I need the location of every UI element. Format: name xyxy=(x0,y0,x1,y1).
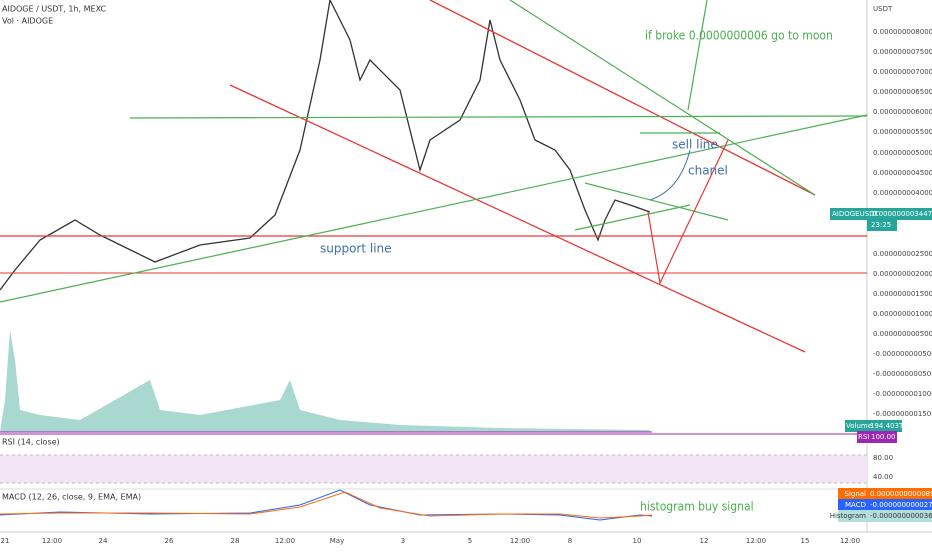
tag-bg xyxy=(838,510,867,522)
price-label: 0.0000000005000 xyxy=(873,330,932,338)
price-tag: 0.0000000034470 xyxy=(872,210,932,218)
arrow-line xyxy=(687,0,708,111)
price-label: -0.0000000005000 xyxy=(873,350,932,358)
price-label: 0.0000000065000 xyxy=(873,88,932,96)
horizontal-line xyxy=(129,115,868,119)
macd-line xyxy=(0,489,653,521)
volume-tag-name: Volume xyxy=(846,422,872,430)
price-label: -0.0000000010000 xyxy=(873,390,932,398)
projection-arrow xyxy=(647,139,729,285)
symbol-tag: AIDOGEUSDT xyxy=(832,210,880,218)
price-label: 0.0000000025000 xyxy=(873,250,932,258)
signal-line xyxy=(0,491,653,519)
time-label: 12:00 xyxy=(840,537,860,545)
annotation: if broke 0.0000000006 go to moon xyxy=(645,29,833,43)
tag-bg xyxy=(830,208,932,220)
price-label: 0.0000000080000 xyxy=(873,28,932,36)
time-label: 24 xyxy=(99,537,108,545)
time-label: 12:00 xyxy=(42,537,62,545)
time-label: 28 xyxy=(231,537,240,545)
macd-title: MACD (12, 26, close, 9, EMA, EMA) xyxy=(2,493,141,502)
time-label: 15 xyxy=(801,537,810,545)
price-label: 0.0000000060000 xyxy=(873,108,932,116)
tag-bg xyxy=(838,499,867,511)
price-label: 0.0000000015000 xyxy=(873,290,932,298)
volume-area xyxy=(0,330,650,432)
curve xyxy=(649,149,691,201)
time-label: 12:00 xyxy=(275,537,295,545)
time-label: 12:00 xyxy=(746,537,766,545)
tag-bg xyxy=(867,499,932,511)
price-label: -0.0000000015000 xyxy=(873,410,932,418)
price-label: 0.0000000020000 xyxy=(873,270,932,278)
tag-bg xyxy=(867,219,897,231)
time-label: 21 xyxy=(1,537,10,545)
tag-bg xyxy=(857,431,867,443)
price-unit: USDT xyxy=(873,5,893,13)
channel-line xyxy=(574,204,691,231)
time-label: 8 xyxy=(568,537,572,545)
trend-line xyxy=(509,0,816,196)
price-label: 0.0000000045000 xyxy=(873,169,932,177)
tag-bg xyxy=(867,510,932,522)
trend-line xyxy=(429,0,816,196)
rsi-level-label: 80.00 xyxy=(873,454,893,462)
price-label: 0.0000000070000 xyxy=(873,68,932,76)
tag-bg xyxy=(838,488,867,500)
time-label: 10 xyxy=(633,537,642,545)
macd-tag-value: -0.0000000000274 xyxy=(870,501,932,509)
price-label: 0.0000000055000 xyxy=(873,128,932,136)
macd-tag-value: 0.0000000000089 xyxy=(870,490,932,498)
rsi-band xyxy=(0,455,867,483)
time-label: 12 xyxy=(700,537,709,545)
rsi-value: 100.00 xyxy=(871,433,896,441)
rsi-title: RSI (14, close) xyxy=(2,438,60,447)
trend-line xyxy=(0,114,868,303)
countdown: 23:25 xyxy=(871,221,891,229)
macd-tag-name: Histogram xyxy=(830,512,866,520)
rsi-tag: RSI xyxy=(858,433,869,441)
time-label: 5 xyxy=(468,537,472,545)
price-line xyxy=(0,0,651,291)
annotation: sell line xyxy=(672,138,718,152)
price-label: 0.0000000050000 xyxy=(873,149,932,157)
time-label: 3 xyxy=(401,537,405,545)
channel-line xyxy=(584,182,729,221)
price-label: 0.0000000075000 xyxy=(873,48,932,56)
rsi-level-label: 40.00 xyxy=(873,473,893,481)
macd-tag-value: -0.0000000000363 xyxy=(870,512,932,520)
annotation: support line xyxy=(320,242,392,256)
time-label: May xyxy=(330,537,344,545)
price-label: -0.0000000005000 xyxy=(873,370,932,378)
tag-bg xyxy=(867,488,932,500)
chart-title: AIDOGE / USDT, 1h, MEXC xyxy=(2,5,106,14)
volume-tag-value: 194.403T xyxy=(870,422,904,430)
annotation: chanel xyxy=(688,164,728,178)
price-label: 0.0000000010000 xyxy=(873,310,932,318)
tag-bg xyxy=(867,420,902,432)
time-label: 26 xyxy=(165,537,174,545)
trend-line xyxy=(229,84,806,353)
macd-tag-name: Signal xyxy=(844,490,866,498)
time-label: 12:00 xyxy=(510,537,530,545)
price-label: 0.0000000040000 xyxy=(873,189,932,197)
annotation: histogram buy signal xyxy=(640,500,754,514)
macd-tag-name: MACD xyxy=(845,501,866,509)
tag-bg xyxy=(845,420,867,432)
volume-label: Vol · AIDOGE xyxy=(2,17,53,26)
tag-bg xyxy=(867,431,897,443)
